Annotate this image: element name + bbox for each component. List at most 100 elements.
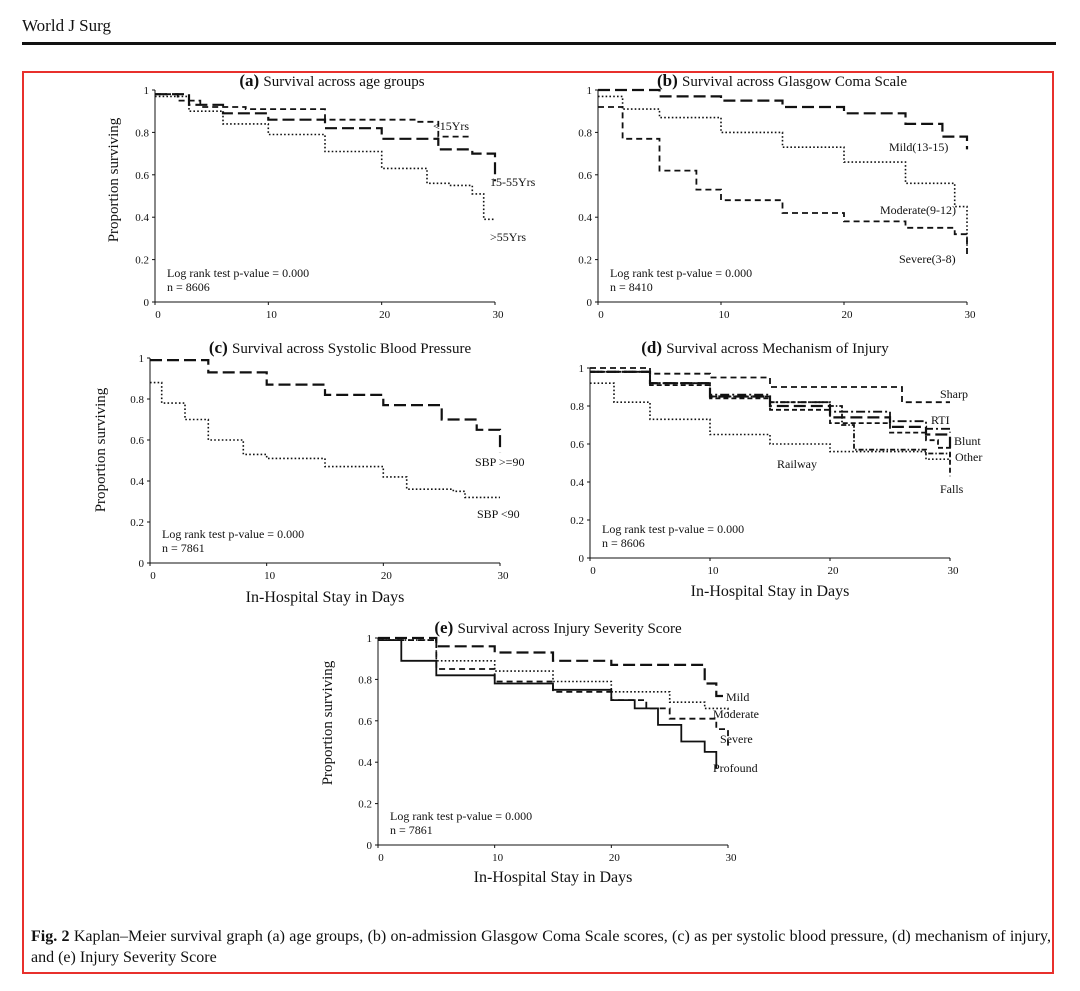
series-label-a--15yrs: <15Yrs [433,119,469,133]
series-label-e-mild: Mild [726,690,749,704]
panel-title-text-d: Survival across Mechanism of Injury [666,341,889,357]
panel-title-e: (e) Survival across Injury Severity Scor… [434,618,682,637]
x-tick-label-b: 0 [598,309,604,321]
panel-title-text-c: Survival across Systolic Blood Pressure [232,341,471,357]
y-tick-label-c: 0.2 [130,517,144,529]
series-label-d-other: Other [955,450,982,464]
series-line-b-mild-13-15- [598,88,969,150]
series-label-d-blunt: Blunt [954,434,981,448]
x-tick-label-e: 10 [492,852,504,864]
x-tick-label-e: 20 [609,852,621,864]
x-tick-label-e: 30 [726,852,738,864]
y-axis-label-c: Proportion surviving [93,387,109,512]
series-label-b-moderate-9-12-: Moderate(9-12) [880,203,956,217]
figure-frame [22,71,1054,974]
panel-b: (b) Survival across Glasgow Coma Scale00… [578,71,976,321]
y-tick-label-d: 1 [579,363,585,375]
y-tick-label-e: 0 [367,840,373,852]
annotation-d-1: n = 8606 [602,536,645,550]
x-tick-label-c: 20 [381,570,393,582]
series-label-b-mild-13-15-: Mild(13-15) [889,140,948,154]
panel-letter-b: (b) [657,71,682,90]
y-tick-label-a: 1 [144,85,150,97]
annotation-c-1: n = 7861 [162,541,205,555]
panel-title-text-e: Survival across Injury Severity Score [458,621,682,637]
y-tick-label-e: 1 [367,633,373,645]
series-label-b-severe-3-8-: Severe(3-8) [899,252,956,266]
journal-name: World J Surg [22,16,111,35]
annotation-e-0: Log rank test p-value = 0.000 [390,809,532,823]
panel-title-text-a: Survival across age groups [263,74,424,90]
x-tick-label-d: 10 [708,565,720,577]
series-label-c-sbp-90: SBP >=90 [475,455,524,469]
panel-c: (c) Survival across Systolic Blood Press… [93,338,524,606]
y-tick-label-b: 0.8 [578,127,592,139]
x-tick-label-d: 20 [828,565,840,577]
y-tick-label-e: 0.2 [358,799,372,811]
panel-letter-c: (c) [209,338,232,357]
y-tick-label-e: 0.6 [358,716,372,728]
annotation-b-1: n = 8410 [610,280,653,294]
panel-letter-d: (d) [641,338,666,357]
series-line-e-profound [378,639,718,769]
annotation-a-1: n = 8606 [167,280,210,294]
y-tick-label-d: 0.6 [570,439,584,451]
y-tick-label-e: 0.8 [358,674,372,686]
series-line-e-moderate [378,639,729,715]
panel-title-a: (a) Survival across age groups [239,71,424,90]
panel-title-c: (c) Survival across Systolic Blood Press… [209,338,472,357]
series-line-c-sbp-90 [150,381,500,499]
y-tick-label-b: 1 [587,85,593,97]
series-line-a--55yrs [155,95,495,221]
series-line-d-other [590,370,951,458]
y-tick-label-a: 0 [144,297,150,309]
y-tick-label-c: 0.4 [130,476,144,488]
panel-title-d: (d) Survival across Mechanism of Injury [641,338,889,357]
x-axis-label-c: In-Hospital Stay in Days [246,589,405,606]
x-tick-label-a: 30 [493,309,505,321]
x-tick-label-a: 20 [379,309,391,321]
y-tick-label-d: 0.2 [570,515,584,527]
panel-title-text-b: Survival across Glasgow Coma Scale [682,74,907,90]
panel-a: (a) Survival across age groups 0 0.2 0.4 0.6… [106,71,536,321]
y-tick-label-c: 0.8 [130,394,144,406]
panel-letter-a: (a) [239,71,263,90]
series-line-a-15-55yrs [155,93,497,182]
y-tick-label-d: 0.4 [570,477,584,489]
series-line-b-moderate-9-12- [598,95,968,249]
x-tick-label-c: 30 [498,570,510,582]
figure-caption: Fig. 2 Kaplan–Meier survival graph (a) a… [31,926,1051,968]
series-label-e-moderate: Moderate [713,707,759,721]
annotation-b-0: Log rank test p-value = 0.000 [610,266,752,280]
x-tick-label-a: 10 [266,309,278,321]
x-tick-label-d: 0 [590,565,596,577]
y-tick-label-c: 0.6 [130,435,144,447]
annotation-d-0: Log rank test p-value = 0.000 [602,522,744,536]
panel-title-b: (b) Survival across Glasgow Coma Scale [657,71,907,90]
y-tick-label-a: 0.6 [135,170,149,182]
panel-e: (e) Survival across Injury Severity Scor… [320,618,759,886]
series-label-c-sbp-90: SBP <90 [477,507,520,521]
annotation-e-1: n = 7861 [390,823,433,837]
series-line-e-mild [378,636,728,698]
series-line-b-severe-3-8- [598,106,968,258]
header-rule [22,42,1056,45]
series-line-d-falls [590,370,951,477]
series-label-a-15-55yrs: 15-55Yrs [490,175,536,189]
x-axis-label-d: In-Hospital Stay in Days [691,583,850,600]
annotation-a-0: Log rank test p-value = 0.000 [167,266,309,280]
series-label-d-rti: RTI [931,413,950,427]
x-tick-label-b: 30 [965,309,977,321]
series-label-d-falls: Falls [940,482,964,496]
y-axis-label-a: Proportion surviving [106,117,122,242]
panel-letter-e: (e) [434,618,457,637]
x-tick-label-d: 30 [948,565,960,577]
series-label-e-profound: Profound [713,761,758,775]
series-line-d-railway [590,382,951,463]
caption-text: Kaplan–Meier survival graph (a) age grou… [31,928,1052,966]
x-axis-label-e: In-Hospital Stay in Days [474,869,633,886]
series-line-c-sbp-90 [150,359,502,453]
y-tick-label-b: 0 [587,297,593,309]
series-label-a--55yrs: >55Yrs [490,230,526,244]
y-axis-label-e: Proportion surviving [320,660,336,785]
